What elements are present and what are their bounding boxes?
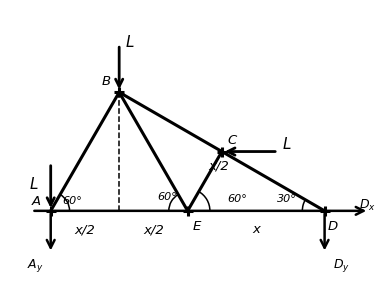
Text: E: E [193,220,201,233]
Text: $D_x$: $D_x$ [359,198,376,213]
Text: $D_y$: $D_y$ [333,258,350,274]
Text: 60°: 60° [227,194,247,204]
Text: 60°: 60° [158,192,177,202]
Text: L: L [30,177,39,192]
Text: 60°: 60° [63,196,82,206]
Text: D: D [327,220,338,233]
Text: x: x [252,223,260,236]
Text: $A_y$: $A_y$ [27,258,44,274]
Text: A: A [31,195,40,208]
Text: x/2: x/2 [143,223,164,236]
Text: 30°: 30° [277,194,297,204]
Text: B: B [101,75,110,88]
Text: L: L [126,35,135,50]
Text: x/2: x/2 [75,223,95,236]
Text: x/2: x/2 [208,160,229,173]
Text: L: L [282,137,291,152]
Text: C: C [227,134,237,147]
